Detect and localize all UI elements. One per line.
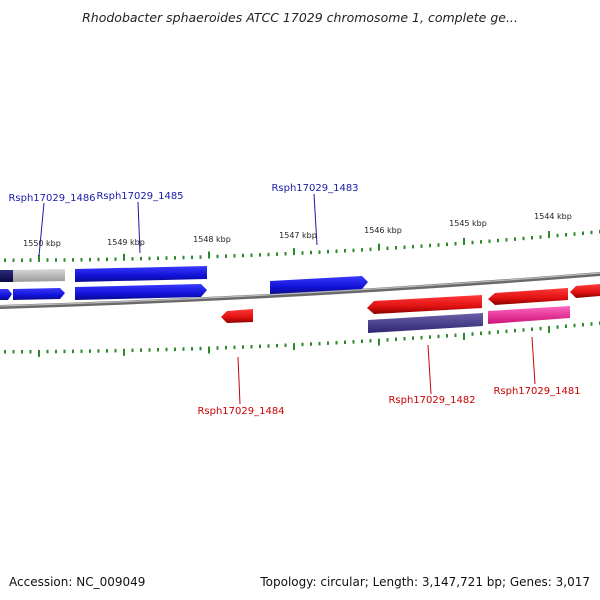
leader-1481 [531,336,536,385]
gene-rsph17029-1484[interactable] [221,309,253,323]
label-rsph17029-1482[interactable]: Rsph17029_1482 [388,395,475,406]
gene-rsph17029-1485[interactable] [75,266,207,282]
scale-ticks-top [4,229,600,262]
scale-label-1549: 1549 kbp [107,238,145,247]
gene-red-c[interactable] [570,284,600,298]
leader-1486 [38,202,45,257]
leader-1484 [237,356,241,405]
label-rsph17029-1481[interactable]: Rsph17029_1481 [493,386,580,397]
chromosome-backbone [0,272,600,309]
gene-red-b[interactable] [488,288,568,305]
leader-1483 [313,193,318,246]
label-rsph17029-1486[interactable]: Rsph17029_1486 [8,193,95,204]
leader-1482 [427,344,432,395]
leader-1485 [137,201,141,254]
label-rsph17029-1483[interactable]: Rsph17029_1483 [271,183,358,194]
scale-label-1546: 1546 kbp [364,226,402,235]
scale-ticks-bottom [4,321,600,357]
gene-rsph17029-1481[interactable] [488,306,570,324]
gene-rsph17029-1482[interactable] [368,313,483,333]
label-rsph17029-1485[interactable]: Rsph17029_1485 [96,191,183,202]
gene-gray-pseudo[interactable] [13,269,65,282]
scale-label-1550: 1550 kbp [23,239,61,248]
chromosome-backbone-highlight [0,272,600,307]
gene-rsph17029-1486[interactable] [13,288,65,300]
scale-label-1548: 1548 kbp [193,235,231,244]
scale-label-1544: 1544 kbp [534,212,572,221]
scale-label-1547: 1547 kbp [279,231,317,240]
accession-text: Accession: NC_009049 [9,575,146,589]
scale-label-1545: 1545 kbp [449,219,487,228]
page-title: Rhodobacter sphaeroides ATCC 17029 chrom… [82,10,518,25]
gene-blue-lower[interactable] [75,284,207,300]
topology-text: Topology: circular; Length: 3,147,721 bp… [260,575,590,589]
gene-navy-fragment[interactable] [0,270,13,282]
gene-rsph17029-1486-lower-left[interactable] [0,289,12,300]
gene-red-a[interactable] [367,295,482,314]
gene-rsph17029-1483[interactable] [270,276,368,294]
label-rsph17029-1484[interactable]: Rsph17029_1484 [197,406,284,417]
